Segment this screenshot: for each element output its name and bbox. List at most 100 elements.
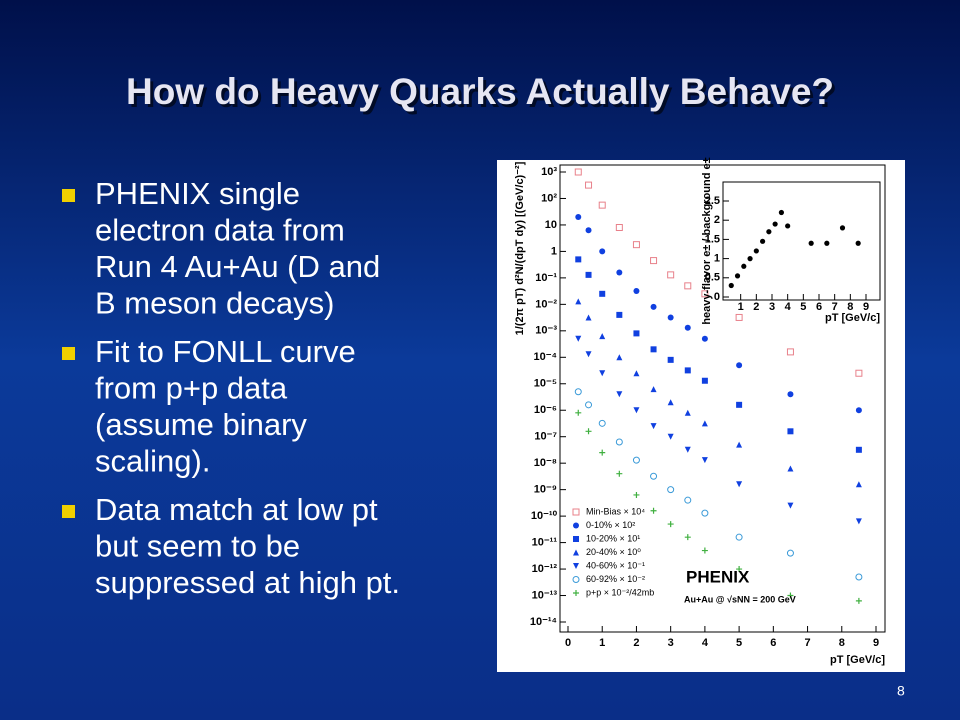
marker <box>736 441 743 448</box>
figure-panel <box>497 160 905 672</box>
marker <box>575 409 582 416</box>
marker <box>667 433 674 440</box>
marker <box>585 314 592 321</box>
y-tick-label: 1 <box>714 253 720 265</box>
marker <box>573 549 579 556</box>
bullet-marker <box>62 347 75 360</box>
marker <box>728 282 734 289</box>
x-tick-label: 5 <box>800 301 806 313</box>
y-tick-label: 10² <box>541 192 557 204</box>
y-tick-label: 10⁻¹² <box>532 563 558 575</box>
marker <box>572 508 580 516</box>
y-axis-label: heavy-flavor e± / background e± <box>701 157 713 324</box>
marker <box>575 298 582 305</box>
marker <box>616 391 623 398</box>
legend-entry: 20-40% × 10⁰ <box>586 547 641 557</box>
marker <box>650 423 657 430</box>
bullet-text: suppressed at high pt. <box>95 565 400 600</box>
marker <box>599 290 606 297</box>
marker <box>787 592 794 599</box>
bullet-marker <box>62 505 75 518</box>
marker <box>760 238 766 244</box>
marker <box>585 181 593 189</box>
marker <box>616 470 623 477</box>
figure: 10³10²10110⁻¹10⁻²10⁻³10⁻⁴10⁻⁵10⁻⁶10⁻⁷10⁻… <box>514 157 886 666</box>
marker <box>786 549 794 557</box>
marker <box>585 351 592 358</box>
y-tick-label: 1 <box>551 245 557 257</box>
marker <box>585 271 592 278</box>
marker <box>735 533 743 541</box>
y-tick-label: 0.5 <box>705 272 720 284</box>
logo: PHENIX <box>686 567 750 586</box>
marker <box>684 446 691 453</box>
marker <box>650 257 658 265</box>
marker <box>747 256 753 262</box>
marker <box>787 465 794 472</box>
marker <box>734 273 741 279</box>
bullet-text: (assume binary <box>95 407 307 442</box>
marker <box>684 534 691 541</box>
marker <box>736 362 743 369</box>
x-tick-label: 7 <box>804 637 810 649</box>
marker <box>772 221 778 227</box>
marker <box>616 354 623 361</box>
marker <box>701 335 708 342</box>
marker <box>650 472 658 480</box>
marker <box>855 369 863 377</box>
marker <box>667 314 674 321</box>
y-tick-label: 10⁻³ <box>535 325 557 337</box>
marker <box>633 370 640 377</box>
marker <box>855 573 863 581</box>
x-tick-label: 5 <box>736 637 742 649</box>
marker <box>787 428 794 435</box>
marker <box>855 481 862 488</box>
legend-entry: Min-Bias × 10⁴ <box>586 506 645 516</box>
plot-frame <box>559 164 886 633</box>
marker <box>573 522 579 529</box>
marker <box>633 330 640 337</box>
y-tick-label: 2.5 <box>705 195 720 207</box>
page-number: 8 <box>897 683 905 699</box>
marker <box>736 401 743 408</box>
y-tick-label: 10⁻⁶ <box>534 404 557 416</box>
marker <box>632 241 640 249</box>
marker <box>574 388 582 396</box>
marker <box>736 481 743 488</box>
marker <box>766 229 772 235</box>
marker <box>855 446 862 453</box>
marker <box>573 536 579 542</box>
marker <box>855 407 862 414</box>
y-tick-label: 10³ <box>541 166 557 178</box>
marker <box>855 597 862 604</box>
y-tick-label: 10⁻⁴ <box>534 351 557 363</box>
marker <box>701 457 708 464</box>
y-tick-label: 10⁻¹ <box>535 272 557 284</box>
y-tick-label: 1.5 <box>705 233 720 245</box>
marker <box>650 386 657 393</box>
marker <box>633 407 640 414</box>
x-tick-label: 3 <box>769 301 775 313</box>
marker <box>787 391 794 398</box>
marker <box>585 428 592 435</box>
marker <box>632 456 640 464</box>
x-tick-label: 1 <box>738 301 744 313</box>
title: How do Heavy Quarks Actually Behave? <box>126 71 834 112</box>
marker <box>615 438 623 446</box>
marker <box>701 509 709 517</box>
marker <box>684 496 692 504</box>
x-tick-label: 3 <box>668 637 674 649</box>
bullet-text: B meson decays) <box>95 286 335 321</box>
marker <box>598 201 606 209</box>
x-tick-label: 2 <box>753 301 759 313</box>
y-axis-label: 1/(2π pT) d²N/(dpT dy) [(GeV/c)⁻²] <box>514 161 526 335</box>
marker <box>599 370 606 377</box>
marker <box>633 491 640 498</box>
title-shadow: How do Heavy Quarks Actually Behave? <box>129 74 837 115</box>
marker <box>855 240 861 246</box>
marker <box>701 290 709 298</box>
marker <box>667 271 675 279</box>
marker <box>667 356 674 363</box>
